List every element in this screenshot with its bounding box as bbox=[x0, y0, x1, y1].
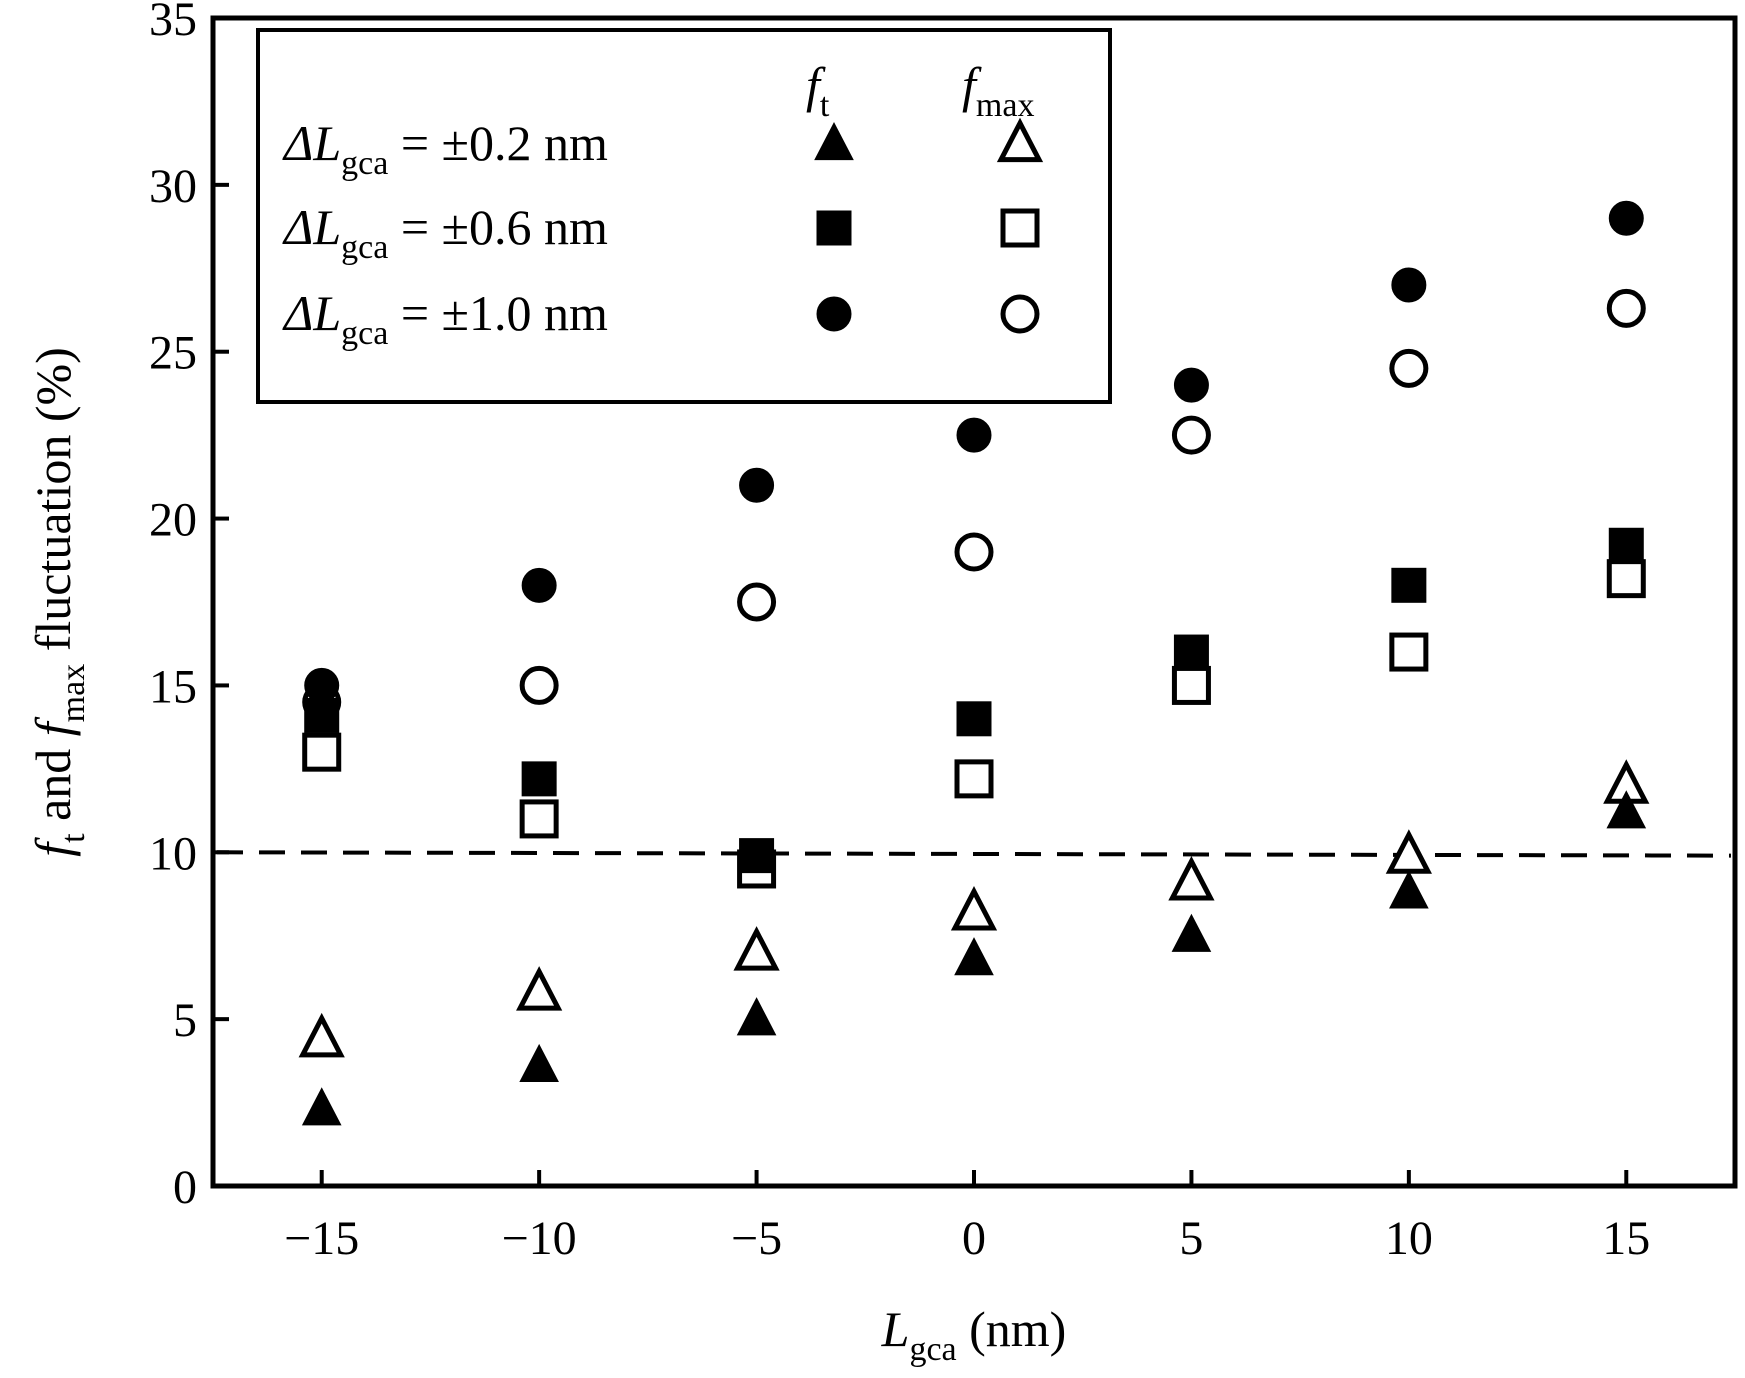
legend-entry-label: ΔLgca = ±0.6 nm bbox=[282, 199, 608, 266]
data-point-triangle-filled bbox=[1171, 913, 1212, 952]
y-tick-label: 20 bbox=[149, 494, 197, 547]
data-point-circle-open bbox=[1171, 415, 1211, 455]
legend-marker-filled bbox=[816, 210, 852, 246]
legend-marker-open bbox=[1000, 208, 1040, 248]
data-point-circle-filled bbox=[304, 667, 340, 703]
legend-entry-sub: gca bbox=[341, 315, 388, 352]
data-point-square-open bbox=[1606, 559, 1646, 599]
data-point-triangle-filled bbox=[954, 937, 994, 976]
legend-header-ft-sub: t bbox=[820, 87, 830, 124]
x-tick-label: −5 bbox=[731, 1212, 782, 1265]
data-point-square-open bbox=[1389, 632, 1429, 672]
legend-entry-sub: gca bbox=[341, 229, 388, 266]
legend-entry-label: ΔLgca = ±1.0 nm bbox=[282, 285, 608, 352]
legend-entry-symbol: ΔL bbox=[282, 285, 341, 341]
data-point-triangle-filled bbox=[519, 1043, 559, 1083]
data-point-square-open bbox=[519, 799, 559, 839]
y-axis-title-part: fluctuation (%) bbox=[25, 347, 81, 664]
legend-entry-sub: gca bbox=[341, 145, 388, 182]
reference-line-group bbox=[216, 850, 1732, 858]
x-tick-label: 5 bbox=[1179, 1212, 1203, 1265]
data-point-circle-open bbox=[519, 665, 559, 705]
x-tick-label: −10 bbox=[502, 1212, 577, 1265]
data-point-square-filled bbox=[1391, 567, 1427, 603]
data-point-square-open bbox=[1171, 665, 1211, 705]
data-point-square-filled bbox=[739, 838, 775, 874]
data-point-triangle-open bbox=[733, 926, 780, 971]
data-point-circle-open bbox=[954, 532, 994, 572]
x-tick-label: 0 bbox=[962, 1212, 986, 1265]
data-point-circle-filled bbox=[1173, 367, 1209, 403]
data-point-triangle-filled bbox=[301, 1087, 342, 1126]
y-tick-label: 30 bbox=[149, 160, 197, 213]
y-axis-title-part: max bbox=[55, 664, 92, 723]
legend-entry-symbol: ΔL bbox=[282, 199, 341, 255]
data-point-square-filled bbox=[1173, 634, 1209, 670]
legend-box bbox=[256, 28, 1112, 404]
legend-entry-value: = ±1.0 nm bbox=[388, 285, 608, 341]
x-tick-label: 15 bbox=[1602, 1212, 1650, 1265]
x-axis-title-main: L bbox=[881, 1301, 910, 1357]
data-point-circle-filled bbox=[1391, 267, 1427, 303]
x-tick-label: −15 bbox=[284, 1212, 359, 1265]
legend-marker-filled bbox=[816, 296, 852, 332]
y-tick-label: 10 bbox=[149, 827, 197, 880]
y-tick-label: 5 bbox=[173, 994, 197, 1047]
reference-line bbox=[216, 850, 1732, 858]
data-marks bbox=[298, 200, 1650, 1126]
legend-marker-open bbox=[996, 117, 1044, 163]
data-point-square-filled bbox=[304, 697, 340, 733]
data-point-circle-open bbox=[737, 582, 777, 622]
data-point-circle-filled bbox=[521, 567, 557, 603]
legend-entry-label: ΔLgca = ±0.2 nm bbox=[282, 115, 608, 182]
data-point-square-filled bbox=[956, 701, 992, 737]
data-point-circle-filled bbox=[1608, 200, 1644, 236]
legend-entry-symbol: ΔL bbox=[282, 115, 341, 171]
legend-entry-value: = ±0.6 nm bbox=[388, 199, 608, 255]
y-tick-label: 0 bbox=[173, 1161, 197, 1214]
legend-header-fmax: fmax bbox=[962, 57, 1034, 124]
y-axis-title-part: and bbox=[25, 736, 81, 833]
data-point-triangle-open bbox=[950, 886, 998, 931]
x-axis-title: Lgca (nm) bbox=[881, 1301, 1067, 1368]
x-axis-title-unit: (nm) bbox=[957, 1301, 1067, 1357]
legend-entry-value: = ±0.2 nm bbox=[388, 115, 608, 171]
data-point-circle-filled bbox=[739, 467, 775, 503]
data-point-triangle-filled bbox=[1389, 870, 1429, 909]
y-tick-label: 35 bbox=[149, 0, 197, 46]
data-point-square-filled bbox=[1608, 527, 1644, 563]
legend-header-fmax-sub: max bbox=[976, 87, 1035, 124]
data-point-triangle-filled bbox=[736, 997, 777, 1036]
data-point-circle-filled bbox=[956, 417, 992, 453]
legend-marker-open bbox=[1000, 294, 1040, 334]
y-tick-label: 25 bbox=[149, 327, 197, 380]
legend-marker-filled bbox=[814, 122, 854, 161]
y-axis-title-part: t bbox=[55, 833, 92, 843]
data-point-circle-open bbox=[1606, 288, 1646, 328]
data-point-circle-open bbox=[1389, 348, 1429, 388]
y-tick-label: 15 bbox=[149, 660, 197, 713]
data-point-triangle-open bbox=[298, 1012, 345, 1058]
data-point-triangle-filled bbox=[1606, 790, 1647, 829]
x-tick-label: 10 bbox=[1385, 1212, 1433, 1265]
data-point-square-filled bbox=[521, 761, 557, 797]
data-point-triangle-open bbox=[1168, 855, 1215, 901]
data-point-square-open bbox=[954, 759, 994, 799]
axis-ticks: −15 −10 −5 0 5 10 15 0 5 10 15 20 25 30 35 bbox=[149, 0, 1650, 1265]
x-axis-title-sub: gca bbox=[909, 1331, 956, 1368]
data-point-square-open bbox=[302, 732, 342, 772]
data-point-triangle-open bbox=[516, 966, 563, 1011]
y-axis-title: ft and fmax fluctuation (%) bbox=[25, 347, 92, 857]
